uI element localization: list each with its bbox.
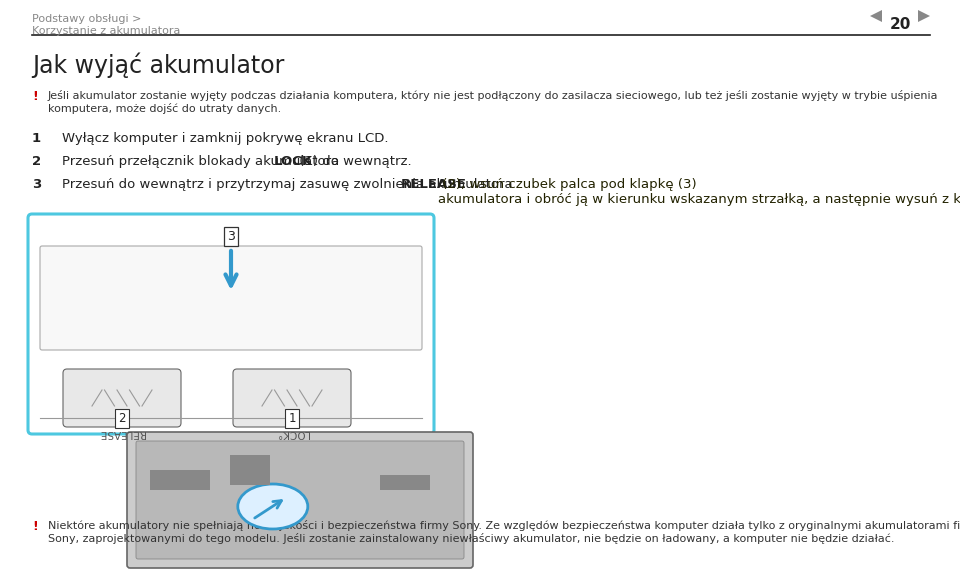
Text: LOCK°: LOCK°: [276, 428, 308, 438]
Text: Wyłącz komputer i zamknij pokrywę ekranu LCD.: Wyłącz komputer i zamknij pokrywę ekranu…: [62, 132, 389, 145]
FancyBboxPatch shape: [28, 214, 434, 434]
Text: 2: 2: [118, 412, 126, 425]
Text: RELEASE: RELEASE: [401, 178, 468, 191]
Ellipse shape: [238, 484, 308, 529]
Text: Podstawy obsługi >: Podstawy obsługi >: [32, 14, 141, 24]
Text: (1) do wewnątrz.: (1) do wewnątrz.: [296, 155, 412, 168]
Text: 3: 3: [228, 230, 235, 243]
FancyBboxPatch shape: [63, 369, 181, 427]
Text: 1: 1: [288, 412, 296, 425]
Text: Jeśli akumulator zostanie wyjęty podczas działania komputera, który nie jest pod: Jeśli akumulator zostanie wyjęty podczas…: [48, 90, 939, 114]
Bar: [380, 475, 430, 490]
Polygon shape: [918, 10, 930, 22]
Text: !: !: [32, 520, 37, 533]
Text: Przesuń przełącznik blokady akumulatora: Przesuń przełącznik blokady akumulatora: [62, 155, 344, 168]
Text: 3: 3: [32, 178, 41, 191]
Text: Korzystanie z akumulatora: Korzystanie z akumulatora: [32, 26, 180, 36]
Text: Jak wyjąć akumulator: Jak wyjąć akumulator: [32, 52, 284, 77]
FancyBboxPatch shape: [136, 441, 464, 559]
Text: LOCK: LOCK: [274, 155, 313, 168]
FancyBboxPatch shape: [40, 246, 422, 350]
FancyBboxPatch shape: [233, 369, 351, 427]
Polygon shape: [870, 10, 882, 22]
Bar: [230, 455, 270, 485]
Text: RELEASE: RELEASE: [99, 428, 145, 438]
Bar: [150, 470, 210, 490]
Text: 2: 2: [32, 155, 41, 168]
Text: 20: 20: [889, 17, 911, 32]
Text: 1: 1: [32, 132, 41, 145]
FancyBboxPatch shape: [127, 432, 473, 568]
Text: Niektóre akumulatory nie spełniają norm jakości i bezpieczeństwa firmy Sony. Ze : Niektóre akumulatory nie spełniają norm …: [48, 520, 960, 544]
Text: Przesuń do wewnątrz i przytrzymaj zasuwę zwolnienia akumulatora: Przesuń do wewnątrz i przytrzymaj zasuwę…: [62, 178, 516, 191]
Text: !: !: [32, 90, 37, 103]
Text: (2), wsuń czubek palca pod klapkę (3)
akumulatora i obróć ją w kierunku wskazany: (2), wsuń czubek palca pod klapkę (3) ak…: [439, 178, 960, 206]
